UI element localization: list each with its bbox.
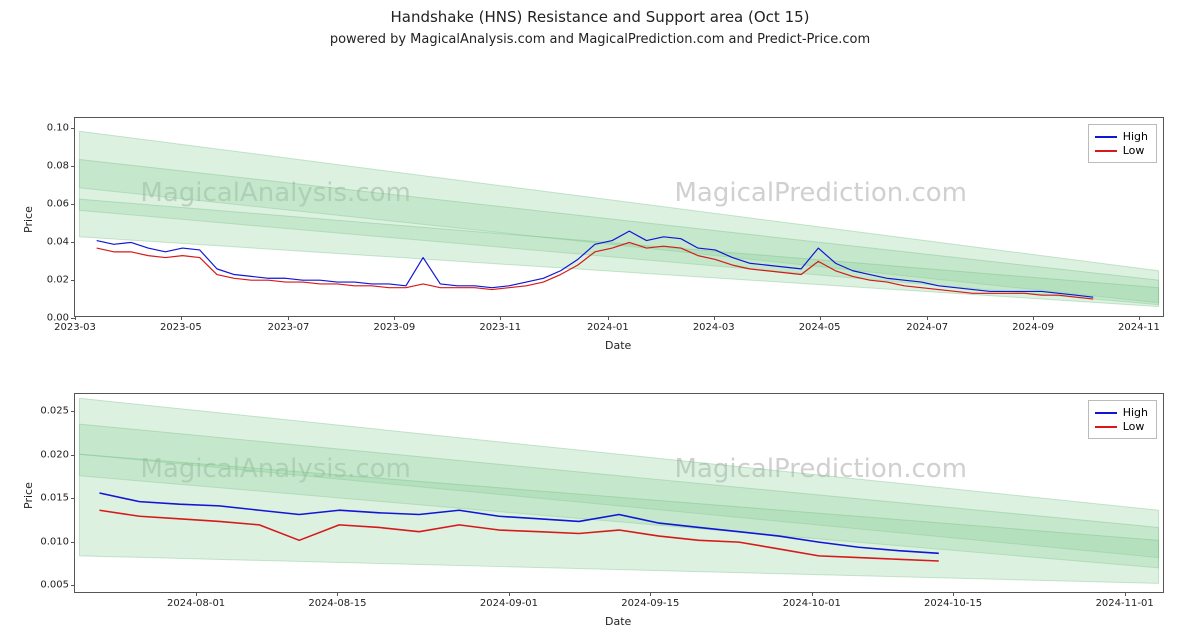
legend-label-low: Low [1123, 420, 1145, 433]
y-axis-label-bottom: Price [22, 482, 35, 509]
legend-label-high: High [1123, 406, 1148, 419]
x-axis-label-top: Date [605, 339, 631, 352]
y-tick-label: 0.020 [40, 449, 75, 460]
y-tick-label: 0.025 [40, 406, 75, 417]
legend-bottom: High Low [1088, 400, 1157, 439]
y-tick-label: 0.010 [40, 536, 75, 547]
plot-area-bottom: MagicalAnalysis.com MagicalPrediction.co… [74, 393, 1164, 593]
plot-svg-bottom [75, 394, 1163, 592]
legend-label-low: Low [1123, 144, 1145, 157]
plot-area-top: MagicalAnalysis.com MagicalPrediction.co… [74, 117, 1164, 317]
legend-swatch-high [1095, 412, 1117, 414]
y-tick-label: 0.005 [40, 580, 75, 591]
y-tick-label: 0.015 [40, 493, 75, 504]
y-axis-label-top: Price [22, 206, 35, 233]
plot-svg-top [75, 118, 1163, 316]
chart-main-title: Handshake (HNS) Resistance and Support a… [0, 0, 1200, 26]
chart-subtitle: powered by MagicalAnalysis.com and Magic… [0, 26, 1200, 53]
legend-swatch-low [1095, 150, 1117, 152]
legend-item-high: High [1095, 406, 1148, 419]
legend-item-low: Low [1095, 420, 1148, 433]
legend-top: High Low [1088, 124, 1157, 163]
legend-swatch-low [1095, 426, 1117, 428]
legend-label-high: High [1123, 130, 1148, 143]
legend-item-low: Low [1095, 144, 1148, 157]
legend-swatch-high [1095, 136, 1117, 138]
x-axis-label-bottom: Date [605, 615, 631, 628]
legend-item-high: High [1095, 130, 1148, 143]
